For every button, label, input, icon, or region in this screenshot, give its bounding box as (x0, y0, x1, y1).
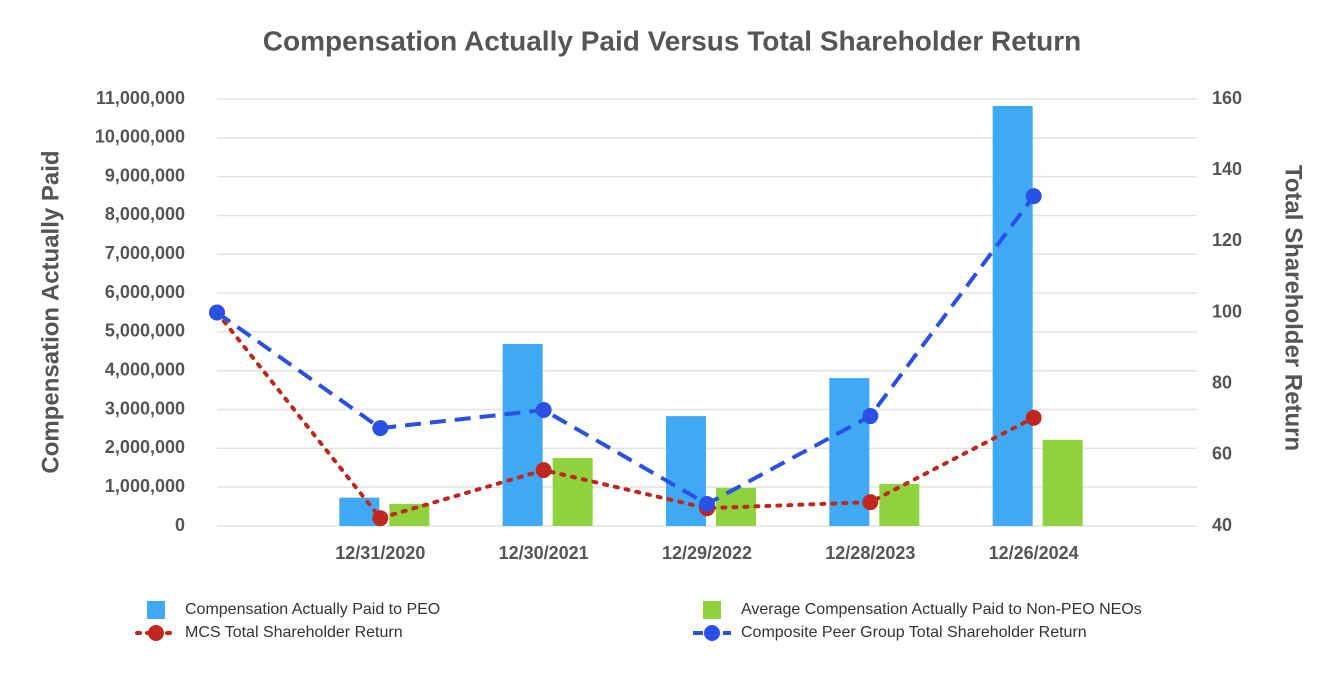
y-tick-label: 2,000,000 (105, 437, 185, 457)
line (215, 194, 1036, 507)
y2-tick-label: 140 (1212, 159, 1242, 179)
bar (552, 458, 593, 526)
bar (992, 105, 1033, 526)
point (1025, 188, 1042, 205)
y-tick-label: 9,000,000 (105, 165, 185, 185)
y-tick-label: 5,000,000 (105, 321, 185, 341)
y-tick-label: 7,000,000 (105, 243, 185, 263)
y-tick-label: 11,000,000 (96, 88, 185, 108)
y2-tick-label: 60 (1212, 444, 1232, 464)
bar (502, 343, 543, 526)
point (862, 408, 879, 425)
point (535, 401, 552, 418)
y2-axis-title: Total Shareholder Return (1280, 165, 1307, 451)
y2-tick-label: 100 (1212, 301, 1242, 321)
point (862, 494, 879, 511)
y2-tick-label: 120 (1212, 230, 1242, 250)
legend-swatch (148, 625, 164, 641)
x-tick-label: 12/31/2020 (335, 543, 425, 563)
bar (389, 503, 430, 526)
legend-swatch (703, 601, 721, 619)
chart-title: Compensation Actually Paid Versus Total … (263, 25, 1081, 56)
bar (1042, 439, 1083, 526)
point (372, 420, 389, 437)
y-tick-label: 3,000,000 (105, 398, 185, 418)
legend-swatch (147, 601, 165, 619)
y-tick-label: 8,000,000 (105, 204, 185, 224)
legend-label: MCS Total Shareholder Return (185, 624, 403, 641)
legend-label: Composite Peer Group Total Shareholder R… (741, 624, 1087, 641)
legend-label: Compensation Actually Paid to PEO (185, 601, 440, 618)
x-tick-label: 12/30/2021 (499, 543, 589, 563)
y-tick-label: 10,000,000 (95, 127, 185, 147)
point (535, 462, 552, 479)
x-tick-label: 12/28/2023 (825, 543, 915, 563)
y-tick-label: 4,000,000 (105, 359, 185, 379)
legend-label: Average Compensation Actually Paid to No… (741, 601, 1142, 618)
y-tick-label: 1,000,000 (105, 476, 185, 496)
y2-tick-label: 80 (1212, 372, 1232, 392)
x-tick-label: 12/26/2024 (989, 543, 1079, 563)
y-tick-label: 6,000,000 (105, 282, 185, 302)
y-tick-label: 0 (175, 515, 185, 535)
x-tick-label: 12/29/2022 (662, 543, 752, 563)
legend-swatch (704, 625, 720, 641)
y2-tick-label: 40 (1212, 515, 1232, 535)
point (209, 304, 225, 321)
line (215, 310, 1036, 521)
point (1025, 409, 1042, 426)
bar (339, 497, 380, 526)
bar (879, 484, 920, 526)
y-axis-title: Compensation Actually Paid (37, 150, 64, 473)
point (699, 495, 715, 512)
y2-tick-label: 160 (1212, 88, 1242, 108)
point (372, 510, 389, 527)
